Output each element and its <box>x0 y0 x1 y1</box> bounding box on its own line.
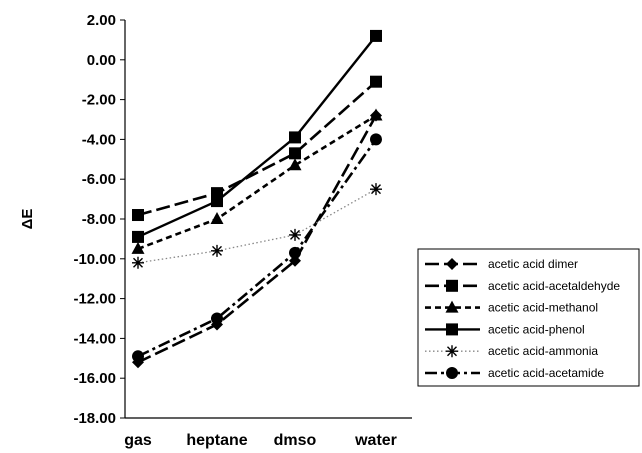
legend-label: acetic acid dimer <box>488 257 578 271</box>
x-category-label: gas <box>124 432 152 449</box>
series-4 <box>132 30 382 243</box>
series-line <box>138 189 376 263</box>
y-tick-label: -4.00 <box>82 131 116 148</box>
legend-label: acetic acid-ammonia <box>488 344 598 358</box>
data-point <box>370 133 382 145</box>
data-point <box>132 231 144 243</box>
legend-entry: acetic acid-acetamide <box>425 366 604 380</box>
y-tick-label: -14.00 <box>73 330 116 347</box>
data-point <box>132 257 144 269</box>
data-point <box>370 76 382 88</box>
legend-entry: acetic acid-phenol <box>425 322 585 336</box>
data-point <box>370 30 382 42</box>
data-point <box>211 313 223 325</box>
data-point <box>289 229 301 241</box>
y-axis-title: ΔE <box>19 209 36 230</box>
data-point <box>132 209 144 221</box>
x-categories: gas heptane dmso water <box>124 432 397 449</box>
data-point <box>289 131 301 143</box>
y-tick-label: -8.00 <box>82 211 116 228</box>
y-tick-label: -12.00 <box>73 291 116 308</box>
data-point <box>370 183 382 195</box>
y-tick-label: 2.00 <box>87 12 116 29</box>
data-point <box>289 147 301 159</box>
y-ticks: 2.00 0.00 -2.00 -4.00 -6.00 -8.00 -10.00 -12.00… <box>73 12 125 427</box>
data-point <box>211 195 223 207</box>
x-category-label: heptane <box>186 432 247 449</box>
data-point <box>289 247 301 259</box>
series-1 <box>132 110 382 369</box>
series-2 <box>132 76 382 221</box>
data-point <box>289 158 302 170</box>
y-tick-label: 0.00 <box>87 52 116 69</box>
legend-marker <box>446 323 458 335</box>
legend-marker <box>446 280 458 292</box>
plot-area <box>132 30 383 368</box>
y-tick-label: -6.00 <box>82 171 116 188</box>
series-line <box>138 82 376 215</box>
axes <box>125 20 412 418</box>
data-point <box>132 350 144 362</box>
legend-marker <box>446 345 458 357</box>
y-tick-label: -10.00 <box>73 251 116 268</box>
data-point <box>211 212 224 224</box>
legend: acetic acid dimer acetic acid-acetaldehyd… <box>418 249 639 386</box>
data-point <box>211 245 223 257</box>
legend-label: acetic acid-methanol <box>488 301 598 315</box>
legend-label: acetic acid-acetamide <box>488 366 604 380</box>
y-tick-label: -2.00 <box>82 92 116 109</box>
x-category-label: water <box>354 432 397 449</box>
legend-entry: acetic acid-methanol <box>425 301 598 315</box>
legend-marker <box>446 367 458 379</box>
series-5 <box>132 183 382 269</box>
series-line <box>138 116 376 363</box>
legend-label: acetic acid-acetaldehyde <box>488 279 620 293</box>
legend-label: acetic acid-phenol <box>488 322 585 336</box>
x-category-label: dmso <box>274 432 317 449</box>
y-tick-label: -18.00 <box>73 410 116 427</box>
y-tick-label: -16.00 <box>73 370 116 387</box>
legend-entry: acetic acid-acetaldehyde <box>425 279 620 293</box>
